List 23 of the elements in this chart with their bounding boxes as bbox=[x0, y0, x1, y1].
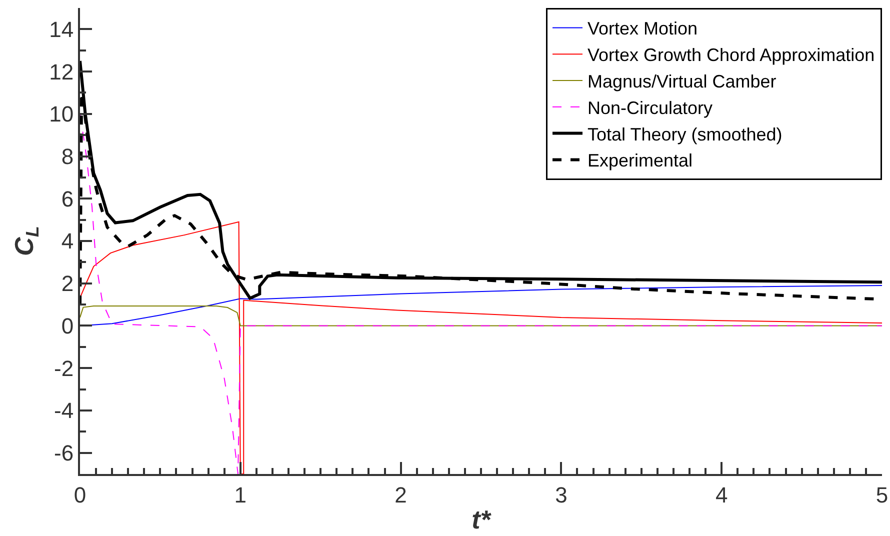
x-tick-label: 1 bbox=[234, 482, 247, 508]
legend-label: Non-Circulatory bbox=[588, 98, 713, 118]
legend-label: Magnus/Virtual Camber bbox=[588, 72, 776, 92]
x-tick-label: 3 bbox=[555, 482, 568, 508]
y-tick-label: 0 bbox=[61, 313, 74, 338]
y-tick-label: -2 bbox=[54, 356, 74, 381]
y-tick-label: -4 bbox=[54, 398, 74, 424]
y-tick-label: 14 bbox=[49, 16, 74, 42]
legend-label: Vortex Motion bbox=[588, 18, 698, 39]
x-tick-label: 2 bbox=[394, 482, 407, 508]
x-tick-label: 5 bbox=[876, 482, 888, 508]
y-tick-label: 8 bbox=[61, 144, 74, 169]
y-tick-label: 2 bbox=[61, 271, 74, 296]
y-tick-label: 4 bbox=[61, 228, 74, 254]
y-tick-label: -6 bbox=[54, 440, 74, 466]
x-tick-label: 4 bbox=[715, 482, 728, 508]
legend-label: Vortex Growth Chord Approximation bbox=[588, 45, 875, 66]
x-axis-title: t* bbox=[472, 504, 492, 535]
legend-label: Experimental bbox=[588, 150, 693, 171]
y-tick-label: 10 bbox=[49, 102, 74, 127]
legend-label: Total Theory (smoothed) bbox=[588, 124, 782, 144]
y-tick-label: 6 bbox=[61, 186, 74, 212]
y-tick-label: 12 bbox=[49, 59, 74, 84]
